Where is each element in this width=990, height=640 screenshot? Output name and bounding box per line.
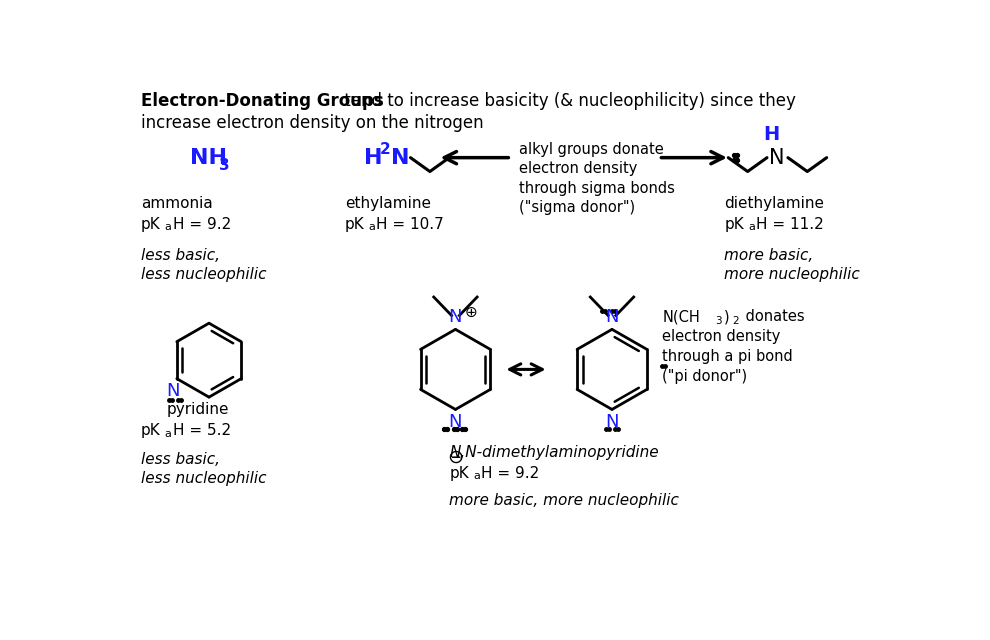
Text: N,N-dimethylaminopyridine: N,N-dimethylaminopyridine xyxy=(449,445,659,460)
Text: a: a xyxy=(368,222,375,232)
Text: pK: pK xyxy=(141,217,160,232)
Text: H = 11.2: H = 11.2 xyxy=(756,217,824,232)
Text: H: H xyxy=(364,148,382,168)
Text: N: N xyxy=(391,148,410,168)
Text: H = 9.2: H = 9.2 xyxy=(172,217,231,232)
Text: less basic,: less basic, xyxy=(141,248,220,263)
Text: 3: 3 xyxy=(219,158,230,173)
Text: N: N xyxy=(166,383,179,401)
Text: pK: pK xyxy=(141,423,160,438)
Text: less nucleophilic: less nucleophilic xyxy=(141,267,266,282)
Text: pK: pK xyxy=(449,466,469,481)
Text: 3: 3 xyxy=(715,316,722,326)
Text: increase electron density on the nitrogen: increase electron density on the nitroge… xyxy=(141,114,483,132)
Text: N: N xyxy=(768,148,784,168)
Text: NH: NH xyxy=(190,148,227,168)
Text: less nucleophilic: less nucleophilic xyxy=(141,471,266,486)
Text: pK: pK xyxy=(725,217,744,232)
Text: a: a xyxy=(748,222,755,232)
Text: H = 10.7: H = 10.7 xyxy=(376,217,445,232)
Text: H = 5.2: H = 5.2 xyxy=(172,423,231,438)
Text: ethylamine: ethylamine xyxy=(345,196,431,211)
Text: ⊕: ⊕ xyxy=(464,305,477,320)
Text: H: H xyxy=(763,125,780,144)
Text: more nucleophilic: more nucleophilic xyxy=(725,267,860,282)
Text: ⊖: ⊖ xyxy=(447,448,463,467)
Text: ): ) xyxy=(725,309,730,324)
Text: ammonia: ammonia xyxy=(141,196,213,211)
Text: alkyl groups donate: alkyl groups donate xyxy=(519,142,663,157)
Text: through a pi bond: through a pi bond xyxy=(662,349,793,364)
Text: N: N xyxy=(605,413,619,431)
Text: less basic,: less basic, xyxy=(141,452,220,467)
Text: pyridine: pyridine xyxy=(166,402,229,417)
Text: a: a xyxy=(164,429,171,438)
Text: ("pi donor"): ("pi donor") xyxy=(662,369,747,385)
Text: tend to increase basicity (& nucleophilicity) since they: tend to increase basicity (& nucleophili… xyxy=(340,92,796,110)
Text: N: N xyxy=(448,413,462,431)
Text: through sigma bonds: through sigma bonds xyxy=(519,180,675,196)
Text: more basic, more nucleophilic: more basic, more nucleophilic xyxy=(449,493,679,508)
Text: Electron-Donating Groups: Electron-Donating Groups xyxy=(141,92,383,110)
Text: more basic,: more basic, xyxy=(725,248,814,263)
Text: pK: pK xyxy=(345,217,364,232)
Text: ("sigma donor"): ("sigma donor") xyxy=(519,200,636,215)
Text: electron density: electron density xyxy=(662,330,781,344)
Text: N(CH: N(CH xyxy=(662,309,700,324)
Text: H = 9.2: H = 9.2 xyxy=(481,466,540,481)
Text: a: a xyxy=(164,222,171,232)
Text: diethylamine: diethylamine xyxy=(725,196,825,211)
Text: 2: 2 xyxy=(733,316,739,326)
Text: N: N xyxy=(605,307,619,326)
Text: electron density: electron density xyxy=(519,161,638,177)
Text: N: N xyxy=(448,307,462,326)
Text: 2: 2 xyxy=(379,141,390,157)
Text: donates: donates xyxy=(741,309,804,324)
Text: a: a xyxy=(473,471,480,481)
